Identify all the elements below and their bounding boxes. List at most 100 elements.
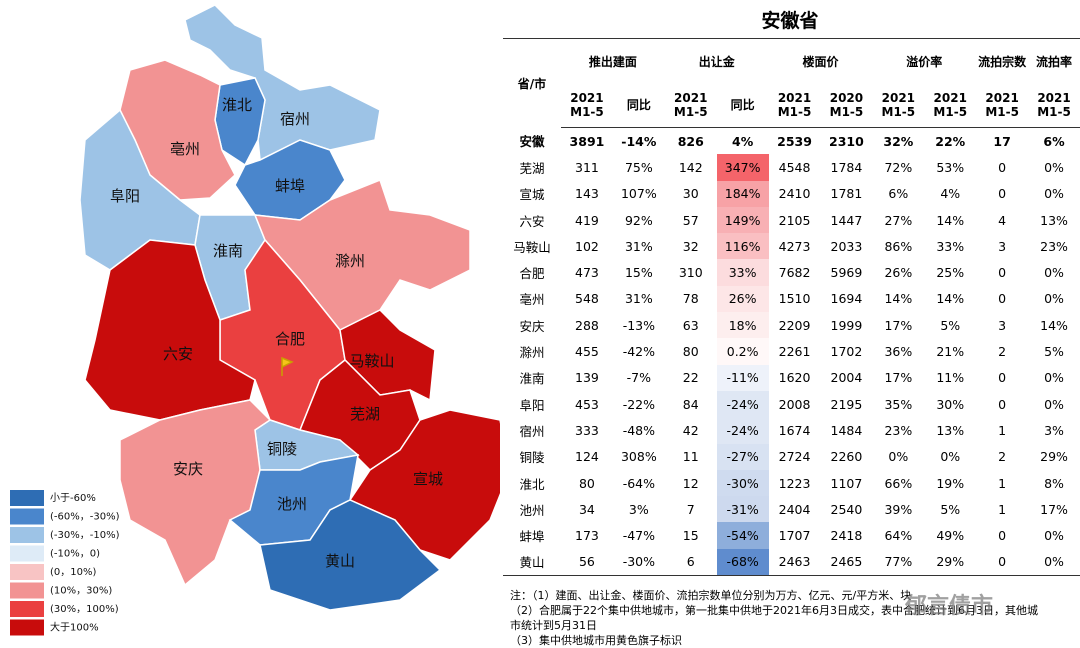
table-cell: 宣城 (519, 187, 545, 203)
table-row: 池州 34 3% 7 -31% 2404 2540 39% 5% 1 17% (503, 496, 1080, 523)
table-cell: 13% (1040, 212, 1068, 228)
table-cell: 1674 (778, 422, 811, 438)
table-cell: 455 (575, 344, 599, 360)
table-cell: 0 (998, 370, 1007, 386)
table-cell: 80 (578, 475, 595, 491)
table-cell: 2209 (778, 317, 811, 333)
sub-header: 2021 M1-5 (976, 83, 1029, 128)
table-cell: 5969 (830, 265, 863, 281)
table-cell: 4% (716, 127, 769, 155)
table-cell: 0 (998, 186, 1007, 202)
legend-label: (0，10%) (50, 567, 96, 578)
table-row: 淮北 80 -64% 12 -30% 1223 1107 66% 19% 1 8% (503, 469, 1080, 497)
table-cell: 78 (682, 291, 699, 307)
region-label: 宿州 (280, 110, 310, 128)
table-cell: 0 (998, 396, 1007, 412)
table-cell: 1781 (830, 186, 863, 202)
table-cell: 29% (1040, 449, 1068, 465)
table-cell: 92% (624, 212, 653, 228)
table-cell: -7% (626, 370, 652, 386)
table-cell: 21% (936, 344, 965, 360)
legend-swatch (10, 564, 44, 580)
table-cell: 1707 (778, 528, 811, 544)
table-cell: 0% (1044, 186, 1064, 202)
table-cell: 173 (575, 528, 599, 544)
legend-label: (10%，30%) (50, 586, 112, 597)
table-cell: 419 (575, 212, 599, 228)
table-cell: 5% (940, 317, 961, 333)
table-cell: 淮北 (519, 476, 545, 492)
table-cell: 安庆 (519, 318, 545, 334)
table-cell: 黄山 (503, 548, 561, 577)
region (119, 399, 272, 587)
table-cell: -48% (622, 422, 655, 438)
sub-header: 2021 M1-5 (1028, 83, 1080, 128)
table-cell: 30 (682, 186, 699, 202)
table-cell: -30% (716, 469, 769, 497)
table-cell: 2463 (768, 548, 821, 577)
table-cell: -54% (716, 522, 769, 549)
table-cell: 0 (998, 265, 1007, 281)
table-cell: 22 (682, 370, 699, 386)
table-cell: 63 (682, 317, 699, 333)
table-cell: 31% (624, 291, 653, 307)
table-row: 芜湖 311 75% 142 347% 4548 1784 72% 53% 0 0% (503, 154, 1080, 181)
sub-header: 2021 M1-5 (924, 83, 977, 128)
table-row: 安徽 3891 -14% 826 4% 2539 2310 32% 22% 17 6% (503, 127, 1080, 155)
legend-label: (-30%，-10%) (50, 530, 120, 541)
table-cell: 4273 (778, 238, 811, 254)
legend-label: 小于-60% (50, 492, 96, 504)
table-row: 黄山 56 -30% 6 -68% 2463 2465 77% 29% 0 0% (503, 548, 1080, 577)
legend-swatch (10, 490, 44, 506)
table-cell: 53% (936, 159, 965, 175)
data-table: 省/市 推出建面 出让金 楼面价 溢价率 流拍宗数 流拍率 2021 M1-5 同比 2021 M… (503, 38, 1080, 577)
table-cell: 3891 (569, 133, 605, 149)
region-label: 合肥 (275, 330, 305, 348)
table-cell: 453 (575, 396, 599, 412)
table-cell: 2105 (778, 212, 811, 228)
table-cell: 64% (884, 528, 913, 544)
table-cell: 4 (998, 212, 1007, 228)
table-cell: -64% (622, 475, 655, 491)
table-cell: 0.2% (716, 338, 769, 365)
table-cell: 17% (884, 370, 913, 386)
table-cell: 11% (936, 370, 965, 386)
table-cell: 1484 (830, 422, 863, 438)
table-cell: 17% (1040, 501, 1068, 517)
region-label: 马鞍山 (349, 352, 394, 370)
table-cell: 107% (620, 186, 657, 202)
table-row: 宿州 333 -48% 42 -24% 1674 1484 23% 13% 1 3% (503, 417, 1080, 444)
table-cell: 0 (998, 159, 1007, 175)
table-row: 六安 419 92% 57 149% 2105 1447 27% 14% 4 13% (503, 206, 1080, 234)
table-cell: -22% (622, 396, 655, 412)
table-cell: 80 (682, 344, 699, 360)
note: （3）集中供地城市用黄色旗子标识 (510, 634, 682, 647)
table-cell: 滁州 (519, 345, 545, 361)
table-cell: 473 (575, 265, 599, 281)
group-header: 楼面价 (802, 54, 839, 69)
notes: 注：（1）建面、出让金、楼面价、流拍宗数单位分别为万方、亿元、元/平方米、块 （2… (510, 588, 1040, 648)
watermark: 郁言债市 (905, 594, 994, 619)
table-cell: 芜湖 (519, 160, 545, 176)
table-cell: 18% (716, 312, 769, 339)
group-header: 流拍率 (1036, 54, 1073, 69)
table-cell: 7682 (778, 265, 811, 281)
flag (281, 356, 294, 376)
table-title: 安徽省 (761, 10, 819, 32)
table-cell: 5% (940, 501, 961, 517)
table-cell: 311 (575, 159, 599, 175)
table-cell: 32% (883, 133, 914, 149)
table-cell: 22% (935, 133, 966, 149)
table-cell: 34 (578, 501, 595, 517)
table-cell: 淮南 (519, 371, 545, 387)
table-cell: 77% (872, 548, 925, 577)
table-cell: -42% (622, 344, 655, 360)
table-cell: 合肥 (519, 266, 545, 282)
table-cell: 7 (686, 501, 695, 517)
table-cell: 102 (575, 238, 599, 254)
table-cell: 2260 (830, 449, 863, 465)
table-cell: 33% (716, 259, 769, 286)
table-cell: 1 (998, 501, 1007, 517)
table-cell: 308% (620, 449, 657, 465)
